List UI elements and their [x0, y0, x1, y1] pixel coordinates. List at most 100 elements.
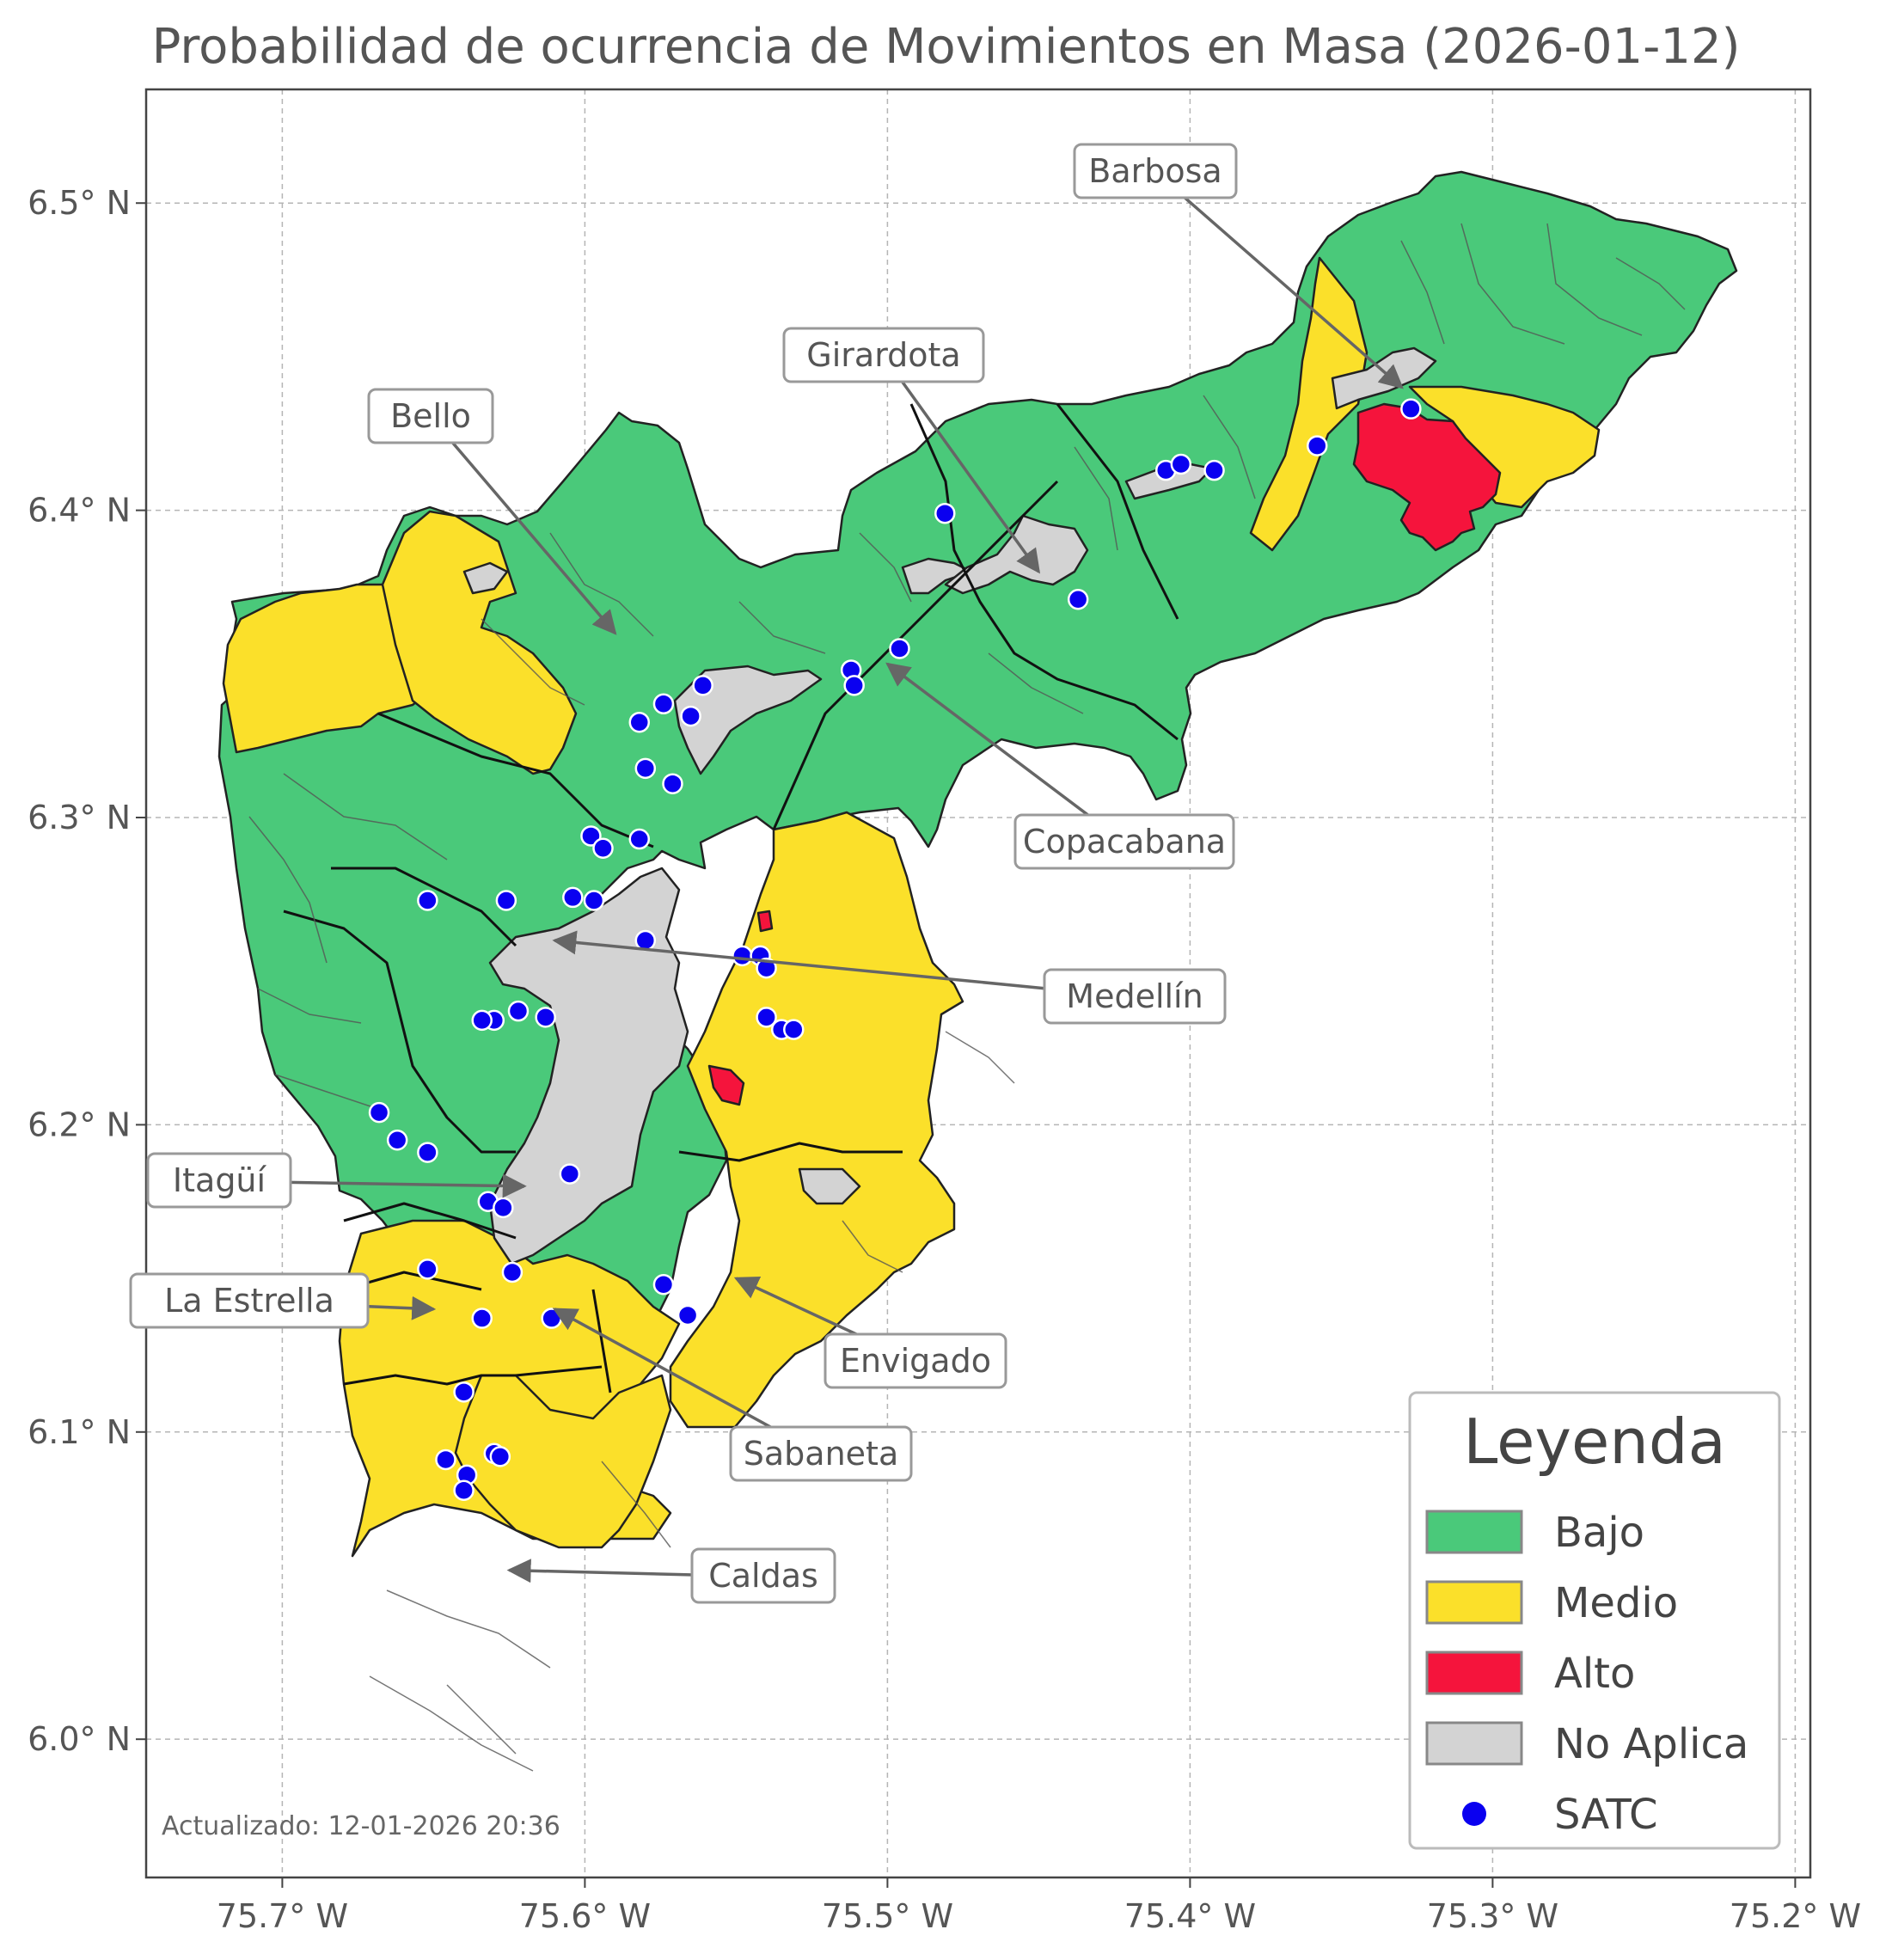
callout-envigado: Envigado: [733, 1277, 1007, 1389]
x-tick-label: 75.5° W: [822, 1897, 953, 1935]
satc-station-marker: [634, 757, 657, 780]
region-no-aplica: [462, 561, 509, 595]
legend-item-alto: Alto: [1425, 1650, 1635, 1698]
callout-label: Copacabana: [1023, 823, 1226, 861]
callout-arrow: [885, 662, 1126, 844]
callout-girardota: Girardota: [782, 327, 1041, 574]
satc-station-marker: [417, 1259, 438, 1280]
satc-station-marker: [662, 773, 683, 794]
x-tick-label: 75.2° W: [1730, 1897, 1861, 1935]
plot-frame: [144, 88, 1812, 1879]
satc-station-marker: [1203, 459, 1225, 481]
satc-station-marker: [386, 1130, 408, 1151]
y-tick-label: 6.2° N: [28, 1106, 131, 1143]
region-no-aplica: [798, 1167, 861, 1205]
satc-station-marker: [417, 890, 438, 911]
satc-station-marker: [1170, 453, 1192, 475]
y-tick-label: 6.1° N: [28, 1413, 131, 1451]
callout-label: Itagüí: [173, 1161, 267, 1199]
callout-label: Medellín: [1066, 977, 1203, 1015]
satc-station-marker: [583, 890, 605, 911]
callout-itagüí: Itagüí: [146, 1152, 527, 1209]
satc-station-marker: [417, 1142, 438, 1163]
callout-arrow: [1154, 170, 1404, 389]
satc-station-marker: [677, 1304, 699, 1326]
x-tick-label: 75.6° W: [519, 1897, 651, 1935]
satc-station-marker: [489, 1446, 511, 1467]
x-tick-label: 75.7° W: [217, 1897, 348, 1935]
callout-bello: Bello: [367, 388, 617, 635]
callout-box: [367, 388, 494, 444]
satc-station-marker: [843, 675, 865, 696]
legend-swatch: [1425, 1510, 1523, 1554]
risk-regions: [217, 170, 1738, 1772]
satc-station-marker: [368, 1101, 390, 1124]
legend-label: Alto: [1554, 1650, 1635, 1698]
satc-station-marker: [652, 1273, 675, 1295]
satc-stations: [368, 398, 1422, 1501]
y-tick-label: 6.4° N: [28, 492, 131, 530]
satc-station-marker: [756, 957, 777, 979]
region-alto: [707, 1064, 745, 1106]
callout-box: [729, 1425, 913, 1482]
callout-box: [129, 1272, 370, 1329]
legend-swatch: [1425, 1721, 1523, 1766]
legend-label: Bajo: [1554, 1509, 1644, 1557]
legend: Leyenda Bajo Medio Alto No Aplica SATC: [1408, 1391, 1781, 1850]
municipality-callouts: Barbosa Girardota Bello Copacabana Medellín I…: [129, 143, 1404, 1604]
callout-box: [146, 1152, 292, 1209]
callout-caldas: Caldas: [506, 1547, 836, 1604]
legend-swatch: [1425, 1651, 1523, 1695]
satc-station-marker: [453, 1479, 475, 1501]
region-alto: [1352, 402, 1502, 552]
satc-station-marker: [1306, 435, 1328, 456]
callout-sabaneta: Sabaneta: [552, 1308, 913, 1482]
y-tick-label: 6.3° N: [28, 799, 131, 836]
x-tick-label: 75.4° W: [1124, 1897, 1256, 1935]
region-alto: [756, 910, 774, 933]
satc-station-marker: [592, 837, 614, 859]
callout-copacabana: Copacabana: [885, 662, 1235, 870]
satc-station-marker: [756, 1007, 777, 1028]
callout-label: La Estrella: [164, 1282, 334, 1320]
satc-station-marker: [495, 890, 517, 911]
satc-station-marker: [783, 1019, 805, 1040]
legend-title: Leyenda: [1463, 1406, 1726, 1478]
legend-label: No Aplica: [1554, 1720, 1748, 1768]
satc-station-marker: [453, 1381, 475, 1403]
y-tick-labels: 6.5° N 6.4° N 6.3° N 6.2° N 6.1° N 6.0° N: [28, 184, 146, 1758]
legend-label: SATC: [1554, 1791, 1658, 1839]
callout-la-estrella: La Estrella: [129, 1272, 437, 1329]
satc-station-marker: [471, 1308, 493, 1329]
callout-label: Bello: [390, 397, 471, 435]
callout-arrow: [552, 930, 1136, 999]
satc-station-marker: [680, 705, 701, 727]
satc-station-marker: [1400, 398, 1422, 420]
region-no-aplica: [488, 867, 689, 1265]
legend-item-satc: SATC: [1462, 1791, 1658, 1839]
satc-station-marker: [535, 1007, 556, 1028]
callout-label: Barbosa: [1088, 152, 1222, 190]
callout-box: [782, 327, 985, 383]
satc-station-marker: [507, 1000, 530, 1022]
satc-station-marker: [934, 502, 956, 524]
satc-station-marker: [652, 693, 675, 715]
x-tick-labels: 75.7° W 75.6° W 75.5° W 75.4° W 75.3° W 75.2°…: [217, 1877, 1861, 1935]
updated-timestamp: Actualizado: 12-01-2026 20:36: [162, 1811, 560, 1841]
callout-box: [824, 1332, 1007, 1389]
y-tick-label: 6.5° N: [28, 184, 131, 222]
satc-station-marker: [471, 1009, 493, 1032]
callout-arrow: [882, 354, 1041, 574]
x-tick-label: 75.3° W: [1427, 1897, 1558, 1935]
callout-label: Caldas: [708, 1557, 818, 1595]
satc-station-marker: [501, 1261, 524, 1283]
satc-station-marker: [732, 945, 753, 967]
satc-station-marker: [628, 828, 651, 850]
satc-station-marker: [889, 638, 910, 659]
legend-item-medio: Medio: [1425, 1579, 1678, 1627]
region-medio: [381, 510, 578, 775]
satc-station-marker: [562, 886, 584, 909]
satc-station-marker: [692, 675, 713, 696]
legend-label: Medio: [1554, 1579, 1678, 1627]
